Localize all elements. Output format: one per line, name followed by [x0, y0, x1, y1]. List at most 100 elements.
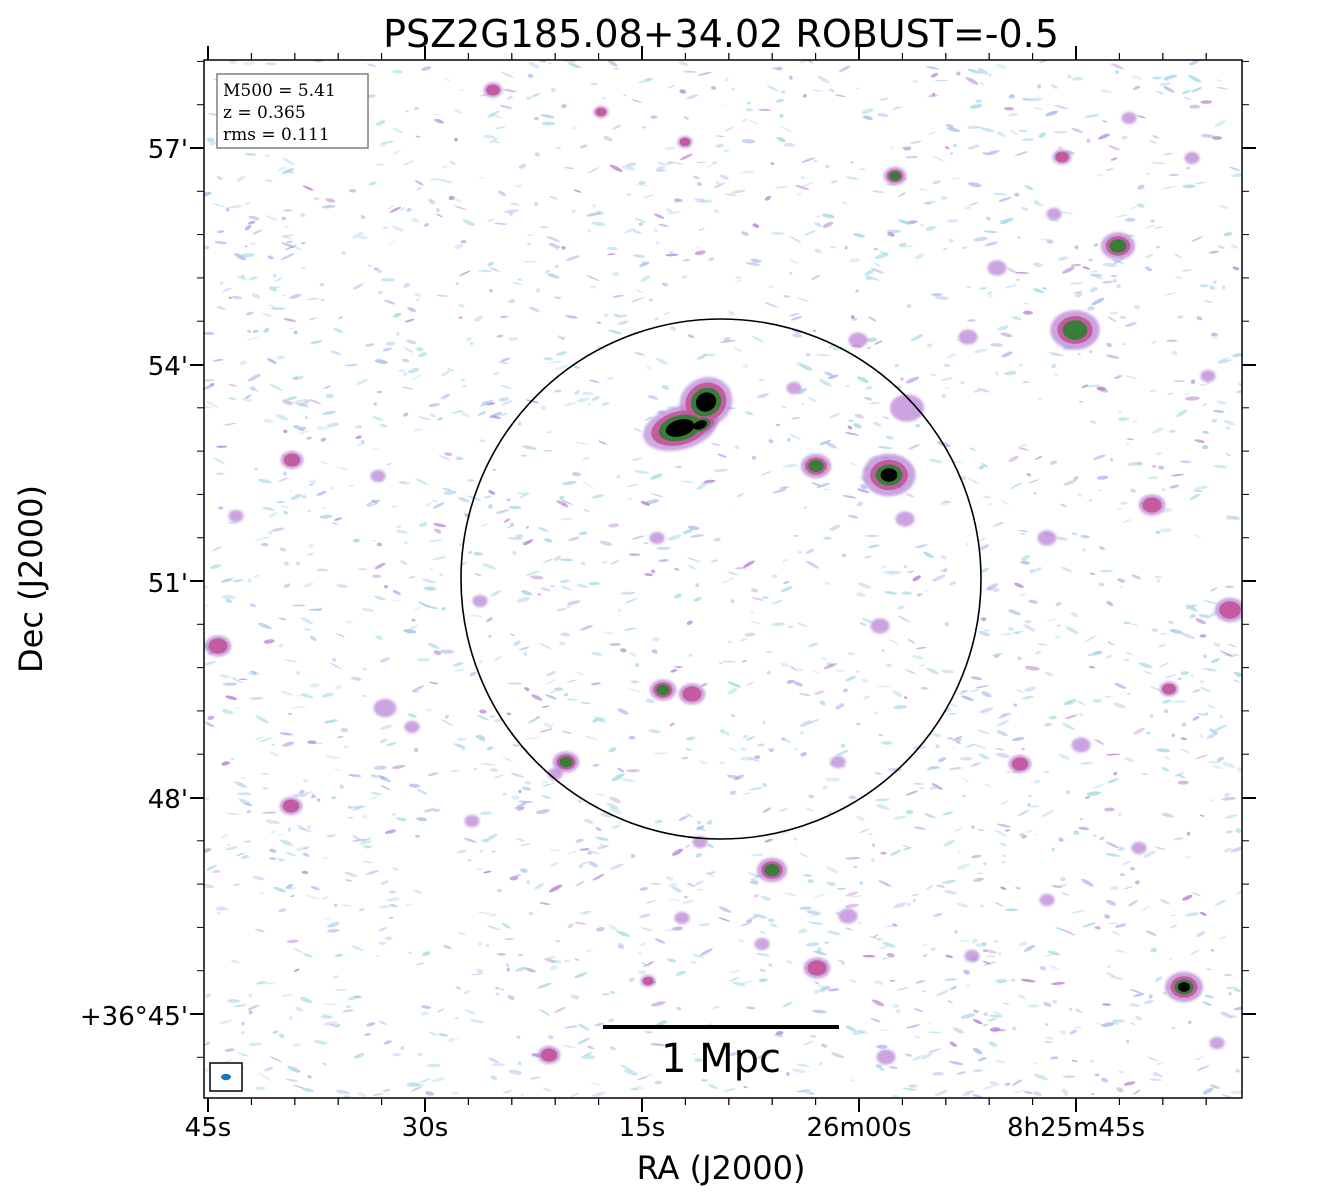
noise-speckle — [368, 595, 372, 598]
noise-speckle — [952, 1027, 965, 1034]
noise-speckle — [309, 479, 317, 485]
noise-speckle — [596, 321, 602, 324]
noise-speckle — [779, 486, 789, 490]
noise-speckle — [708, 1084, 718, 1090]
noise-speckle — [1181, 269, 1193, 272]
noise-speckle — [965, 76, 979, 85]
noise-speckle — [523, 539, 534, 546]
noise-speckle — [340, 727, 349, 733]
noise-speckle — [1213, 409, 1225, 413]
noise-speckle — [427, 772, 439, 777]
noise-speckle — [414, 180, 424, 186]
noise-speckle — [931, 92, 936, 97]
noise-speckle — [1090, 270, 1099, 273]
noise-speckle — [1060, 877, 1066, 882]
noise-speckle — [1189, 60, 1200, 66]
noise-speckle — [893, 705, 908, 710]
noise-speckle — [477, 912, 492, 915]
noise-speckle — [493, 656, 502, 662]
noise-speckle — [366, 1022, 376, 1027]
noise-speckle — [463, 837, 478, 843]
noise-speckle — [872, 843, 876, 848]
noise-speckle — [488, 635, 492, 638]
noise-speckle — [1107, 965, 1111, 968]
noise-speckle — [488, 1057, 500, 1064]
noise-speckle — [949, 1041, 958, 1047]
noise-speckle — [270, 831, 275, 834]
noise-speckle — [791, 417, 801, 420]
noise-speckle — [236, 792, 252, 796]
y-tick-label: 54' — [148, 352, 188, 382]
noise-speckle — [965, 969, 971, 974]
noise-speckle — [1210, 658, 1221, 664]
noise-speckle — [1180, 671, 1189, 675]
noise-speckle — [1054, 635, 1061, 639]
noise-speckle — [925, 885, 934, 890]
noise-speckle — [912, 80, 919, 83]
noise-speckle — [1020, 748, 1025, 751]
noise-speckle — [1093, 454, 1106, 460]
noise-speckle — [433, 808, 441, 812]
noise-speckle — [1145, 930, 1157, 936]
noise-speckle — [800, 731, 804, 735]
noise-speckle — [590, 82, 599, 86]
noise-speckle — [498, 361, 509, 365]
noise-speckle — [345, 621, 353, 624]
noise-speckle — [216, 912, 221, 915]
noise-speckle — [283, 318, 297, 322]
noise-speckle — [261, 772, 270, 775]
noise-speckle — [509, 633, 516, 637]
radio-source — [786, 381, 802, 395]
noise-speckle — [503, 518, 511, 523]
noise-speckle — [391, 812, 397, 816]
noise-speckle — [324, 755, 340, 759]
noise-speckle — [1233, 1006, 1242, 1011]
noise-speckle — [1212, 136, 1223, 140]
noise-speckle — [293, 947, 303, 954]
noise-speckle — [868, 935, 880, 940]
noise-speckle — [808, 794, 814, 799]
noise-speckle — [285, 1078, 299, 1082]
noise-speckle — [474, 315, 484, 322]
noise-speckle — [211, 870, 221, 874]
noise-speckle — [411, 685, 425, 692]
noise-speckle — [1028, 599, 1038, 604]
noise-speckle — [902, 146, 912, 151]
noise-speckle — [887, 231, 895, 237]
noise-speckle — [1027, 803, 1031, 806]
noise-speckle — [881, 649, 885, 652]
noise-speckle — [733, 347, 743, 352]
noise-speckle — [1197, 712, 1207, 716]
noise-speckle — [767, 918, 775, 923]
noise-speckle — [428, 681, 439, 685]
noise-speckle — [487, 261, 495, 267]
noise-speckle — [810, 1034, 817, 1038]
noise-speckle — [966, 286, 972, 288]
noise-speckle — [665, 208, 673, 213]
noise-speckle — [1044, 770, 1050, 774]
noise-speckle — [943, 839, 955, 847]
noise-speckle — [656, 1020, 668, 1027]
noise-speckle — [1158, 465, 1165, 470]
noise-speckle — [537, 982, 552, 989]
noise-speckle — [1180, 460, 1192, 464]
noise-speckle — [642, 1073, 654, 1078]
noise-speckle — [205, 993, 211, 998]
noise-speckle — [999, 219, 1008, 224]
noise-speckle — [1037, 642, 1048, 647]
noise-speckle — [630, 680, 639, 684]
noise-speckle — [1051, 847, 1055, 852]
noise-speckle — [462, 384, 467, 388]
noise-speckle — [283, 511, 289, 515]
noise-speckle — [828, 88, 835, 93]
noise-speckle — [1159, 528, 1173, 533]
noise-speckle — [1168, 429, 1176, 433]
noise-speckle — [584, 735, 598, 741]
noise-speckle — [855, 592, 866, 597]
noise-speckle — [775, 98, 785, 103]
noise-speckle — [518, 646, 530, 651]
noise-speckle — [796, 1063, 810, 1068]
noise-speckle — [444, 452, 453, 456]
noise-speckle — [441, 607, 446, 611]
noise-speckle — [573, 189, 582, 193]
